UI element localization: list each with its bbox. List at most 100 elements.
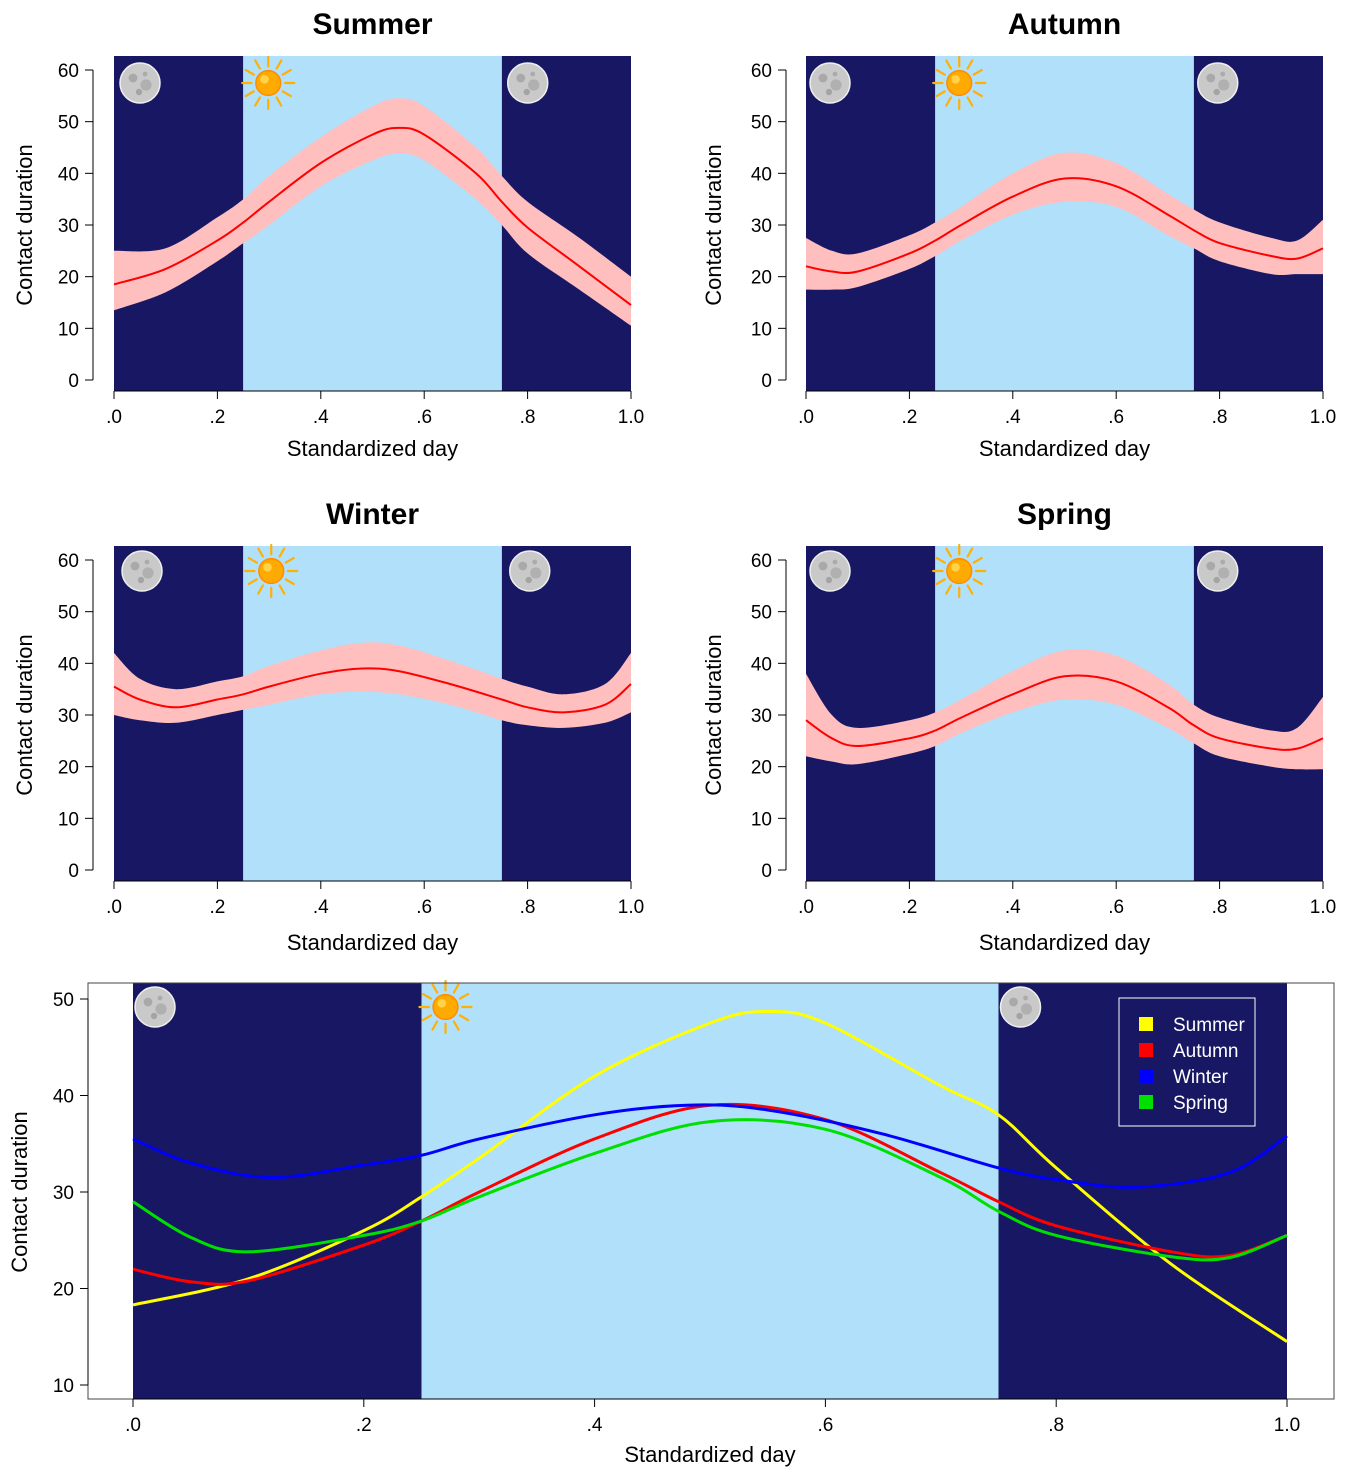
y-tick-label: 60 (751, 61, 772, 82)
series-line-winter (132, 1103, 1288, 1189)
moon-crater (518, 561, 528, 571)
x-axis-label: Standardized day (979, 930, 1150, 955)
legend-swatch (1139, 1017, 1153, 1031)
sun-ray (935, 90, 946, 98)
moon-crater (130, 561, 140, 571)
sun-ray (257, 547, 264, 558)
x-tick-label: .4 (587, 1415, 603, 1436)
sun-ray (284, 578, 295, 586)
x-axis-label: Standardized day (624, 1442, 795, 1467)
sun-ray (247, 556, 258, 564)
y-tick-label: 60 (751, 551, 772, 572)
moon-crater (128, 73, 138, 83)
moon-disc (507, 62, 549, 104)
moon-crater (1218, 567, 1230, 579)
sun-ray (278, 584, 286, 595)
x-tick-label: .0 (798, 897, 814, 918)
x-tick-label: .6 (1108, 897, 1124, 918)
sun-ray (935, 68, 946, 76)
moon-crater (1206, 561, 1216, 571)
x-tick-label: .2 (356, 1415, 372, 1436)
moon-crater (140, 79, 152, 91)
y-tick-label: 50 (58, 603, 79, 624)
sun-ray (945, 584, 952, 595)
x-tick-label: .4 (1005, 897, 1021, 918)
moon-crater (1009, 997, 1018, 1007)
moon-crater (1020, 1003, 1033, 1015)
y-tick-label: 20 (58, 268, 79, 289)
moon-icon (509, 550, 551, 592)
confidence-band (806, 152, 1323, 290)
moon-crater (144, 559, 150, 565)
y-tick-label: 0 (761, 371, 772, 392)
moon-crater (1213, 576, 1220, 584)
confidence-band (114, 98, 631, 326)
sun-ray (945, 59, 952, 70)
fitted-line (113, 126, 632, 306)
chart-panel-summer: 0 10 20 30 40 50 60 .0 .2 .4 .6 .8 1.0 Summer Standard… (12, 8, 644, 461)
sun-ray (284, 556, 295, 564)
sun-ray (458, 1014, 470, 1022)
moon-crater (532, 559, 538, 565)
x-tick-label: 1.0 (618, 897, 644, 918)
series-line-summer (132, 1009, 1288, 1343)
y-axis-label: Contact duration (12, 634, 37, 795)
y-tick-label: 20 (53, 1280, 74, 1301)
x-tick-label: .6 (1108, 407, 1124, 428)
moon-crater (142, 567, 154, 579)
y-tick-label: 10 (58, 809, 79, 830)
moon-crater (1213, 88, 1220, 96)
moon-crater (830, 567, 842, 579)
moon-icon (119, 62, 161, 104)
moon-icon (1197, 550, 1239, 592)
moon-crater (523, 88, 530, 96)
moon-crater (1206, 73, 1216, 83)
sun-ray (254, 96, 261, 107)
moon-crater (832, 71, 838, 77)
x-tick-label: .8 (1048, 1415, 1064, 1436)
sun-ray (966, 96, 974, 107)
sun-ray (935, 556, 946, 564)
sun-ray (935, 578, 946, 586)
sun-ray (972, 68, 983, 76)
y-tick-label: 50 (751, 113, 772, 134)
sun-icon (932, 55, 987, 111)
sun-ray (966, 584, 974, 595)
moon-crater (1016, 1012, 1023, 1020)
sun-highlight (951, 74, 960, 84)
y-tick-label: 20 (58, 758, 79, 779)
y-tick-label: 40 (58, 164, 79, 185)
x-tick-label: 1.0 (1274, 1415, 1300, 1436)
moon-crater (155, 1003, 167, 1015)
x-tick-label: 1.0 (1310, 407, 1336, 428)
confidence-band (114, 642, 631, 728)
night-region (133, 983, 422, 1399)
x-tick-label: .8 (1212, 407, 1228, 428)
y-axis-label: Contact duration (12, 144, 37, 305)
sun-ray (972, 90, 983, 98)
sun-ray (431, 1020, 439, 1031)
moon-disc (119, 62, 161, 104)
chart-panel-winter: 0 10 20 30 40 50 60 .0 .2 .4 .6 .8 1.0 Winter Standard… (12, 498, 644, 955)
moon-crater (825, 88, 833, 96)
night-region (1193, 546, 1323, 881)
y-tick-label: 60 (58, 61, 79, 82)
legend-swatch (1139, 1043, 1153, 1057)
sun-ray (945, 547, 952, 558)
sun-ray (281, 90, 292, 98)
moon-crater (137, 576, 145, 584)
y-tick-label: 30 (53, 1183, 74, 1204)
y-tick-label: 40 (58, 654, 79, 675)
sun-ray (254, 59, 261, 70)
moon-icon (809, 550, 851, 592)
x-tick-label: .2 (901, 407, 917, 428)
x-tick-label: .0 (798, 407, 814, 428)
x-axis-label: Standardized day (287, 436, 458, 461)
x-tick-label: .8 (520, 407, 536, 428)
day-region (243, 546, 502, 881)
y-axis-label: Contact duration (7, 1111, 32, 1272)
sun-disc (946, 557, 973, 585)
x-tick-label: .0 (125, 1415, 141, 1436)
y-axis-label: Contact duration (701, 634, 726, 795)
sun-icon (241, 55, 296, 111)
